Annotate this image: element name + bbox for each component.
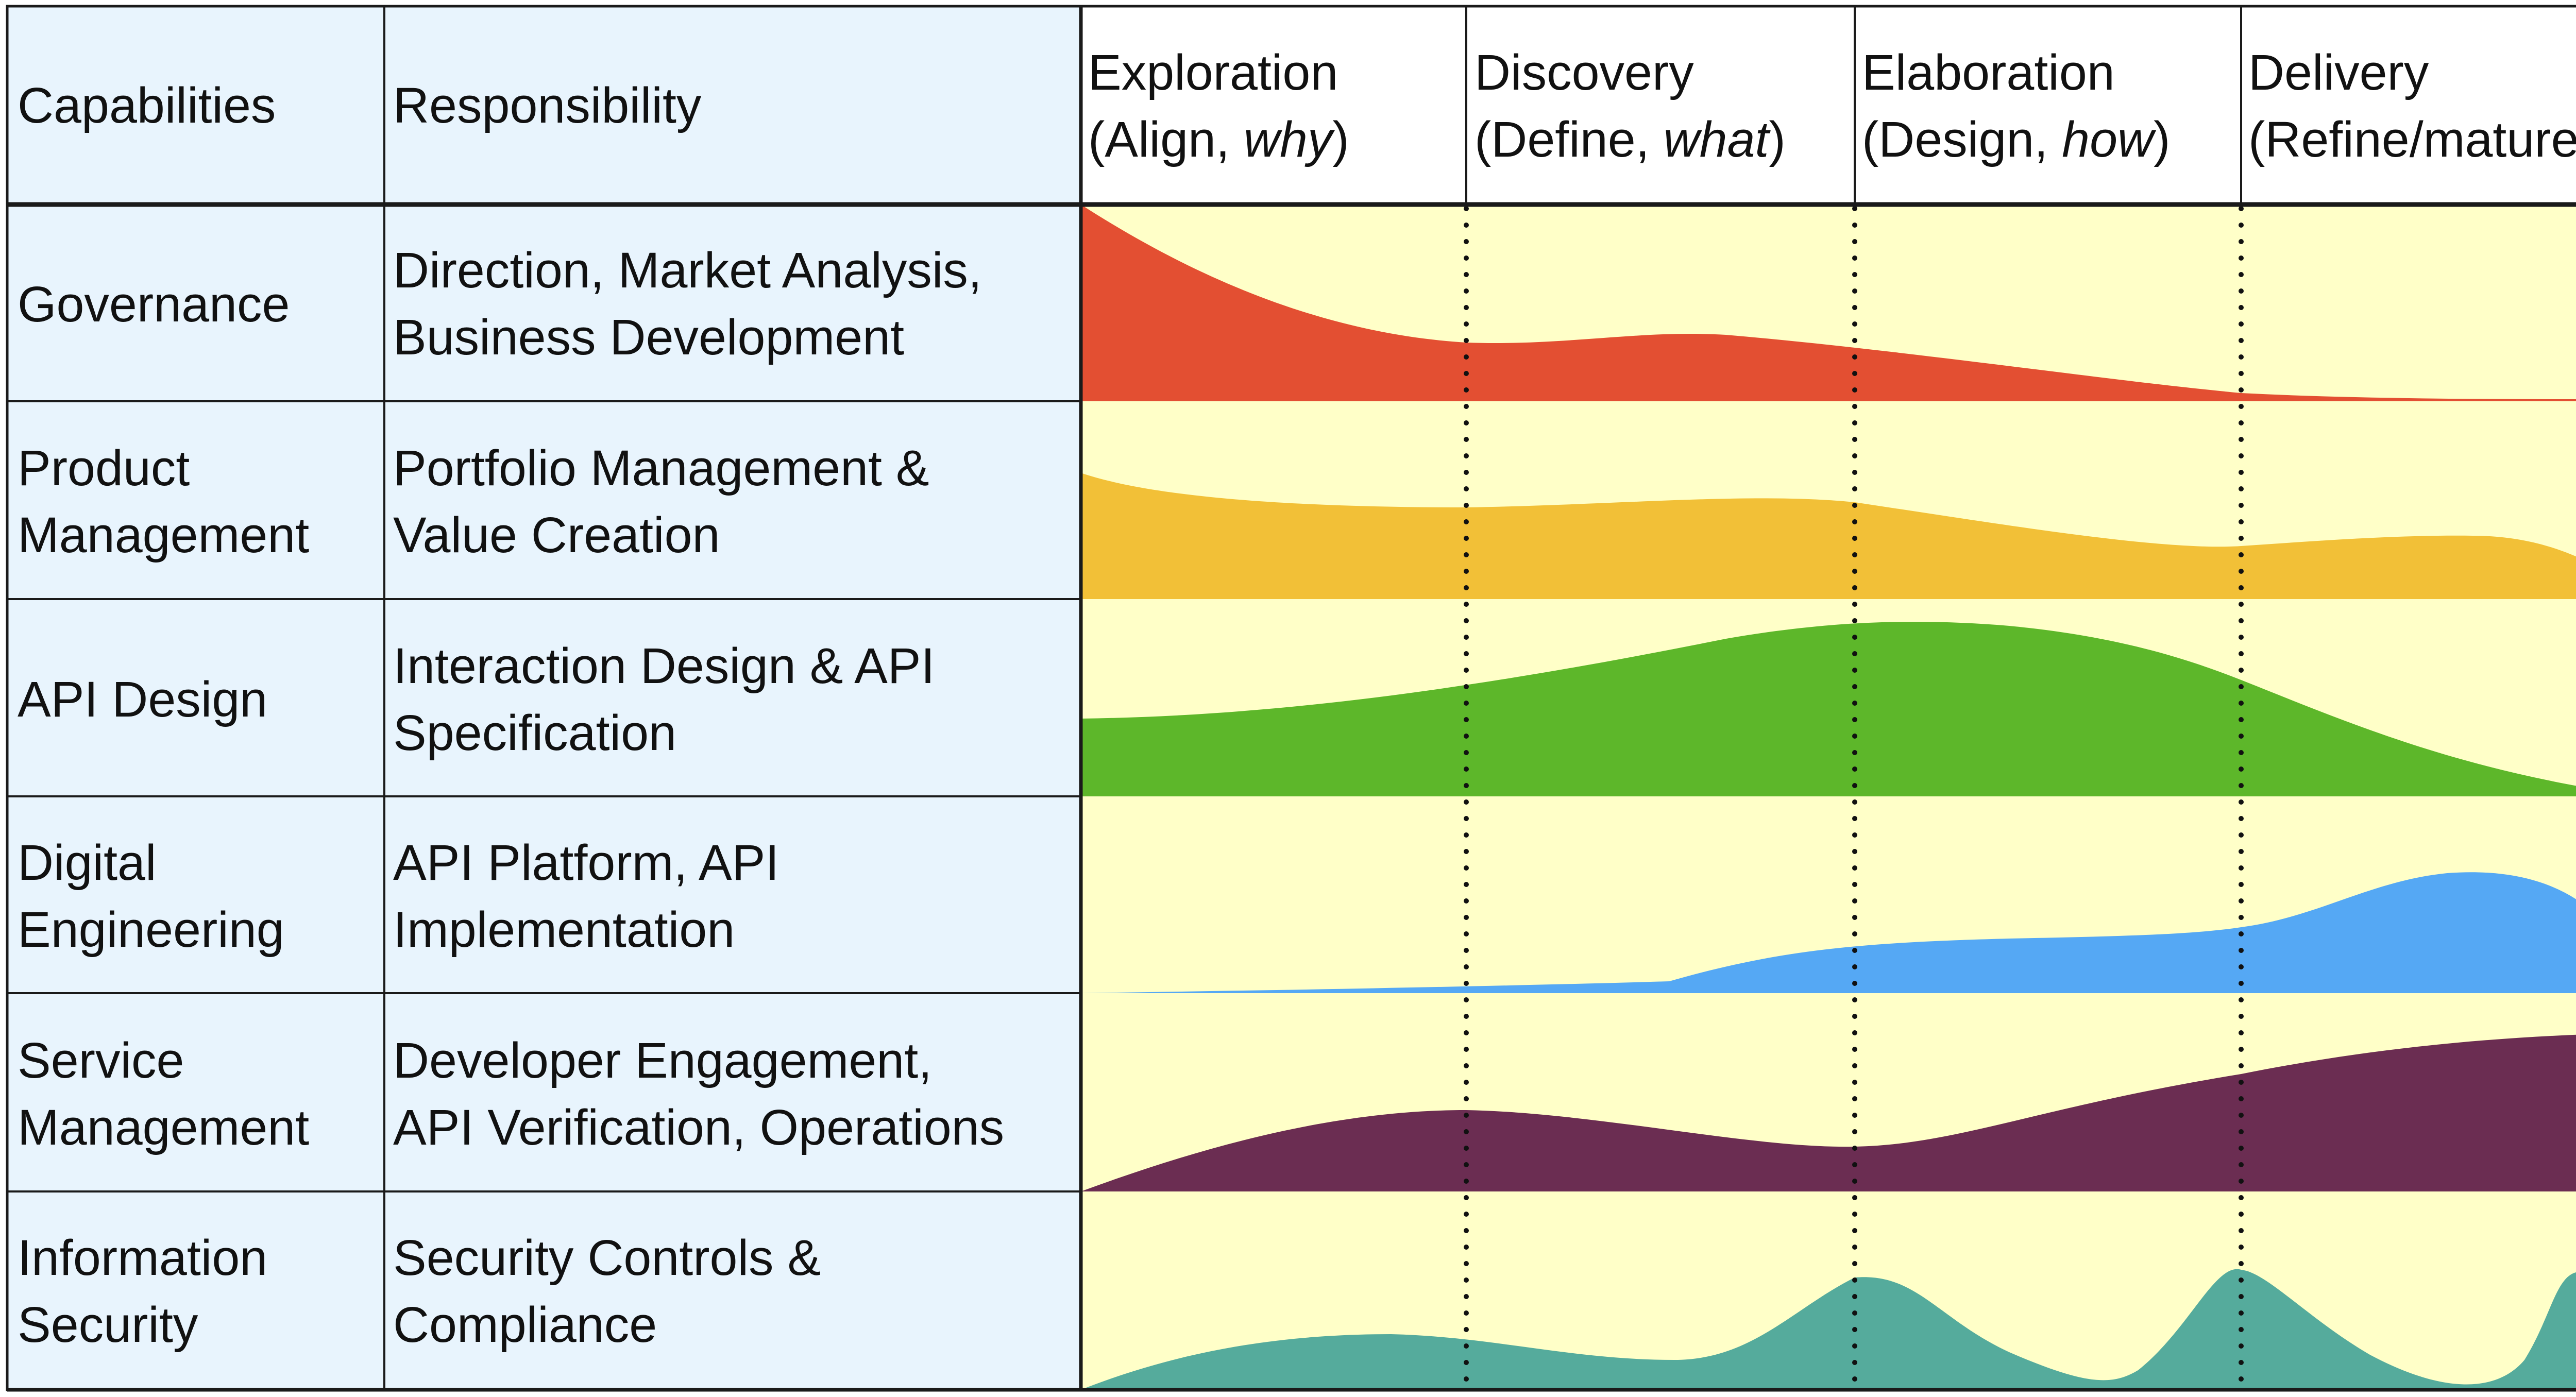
row-digital-engineering-capability-line2: Engineering [18, 901, 284, 958]
row-api-design-responsibility-line2: Specification [393, 705, 676, 761]
row-digital-engineering-responsibility-line1: API Platform, API [393, 834, 779, 891]
phase-delivery-title: Delivery [2248, 44, 2429, 100]
governance-curve [1081, 205, 2576, 401]
phase-delivery-subtitle: (Refine/mature) [2248, 111, 2576, 167]
service-management-curve [1081, 1034, 2576, 1191]
row-product-capability-line2: Management [18, 507, 309, 563]
row-information-security-responsibility-line2: Compliance [393, 1297, 657, 1353]
row-service-management-responsibility-line1: Developer Engagement, [393, 1032, 932, 1088]
table-grid [6, 5, 2576, 1392]
header-cell-capabilities [7, 6, 384, 205]
row-digital-engineering-responsibility-line2: Implementation [393, 901, 735, 958]
row-information-security-capability-line1: Information [18, 1230, 267, 1286]
row-information-security-responsibility-line1: Security Controls & [393, 1230, 821, 1286]
row-service-management-responsibility-line2: API Verification, Operations [393, 1099, 1004, 1155]
row-information-security-capability-line2: Security [18, 1297, 198, 1353]
phase-elaboration-subtitle: (Design, how) [1862, 111, 2170, 167]
row-governance-responsibility-line1: Direction, Market Analysis, [393, 242, 982, 298]
phase-exploration-subtitle: (Align, why) [1088, 111, 1349, 167]
row-product-capability-line1: Product [18, 440, 190, 496]
api-design-curve [1081, 622, 2576, 796]
phase-exploration-title: Exploration [1088, 44, 1338, 100]
row-api-design-capability: API Design [18, 671, 267, 727]
phase-discovery-subtitle: (Define, what) [1475, 111, 1786, 167]
chart-area-background [1081, 205, 2576, 1390]
row-service-management-capability-line2: Management [18, 1099, 309, 1155]
header-cell-phases [1081, 6, 2576, 205]
row-governance-responsibility-line2: Business Development [393, 309, 904, 365]
phase-elaboration-title: Elaboration [1862, 44, 2115, 100]
row-api-design-responsibility-line1: Interaction Design & API [393, 638, 935, 694]
product-management-curve [1081, 473, 2576, 599]
row-governance-capability: Governance [18, 276, 290, 332]
information-security-curve [1081, 1269, 2576, 1390]
header-cell-responsibility [384, 6, 1081, 205]
header-capabilities: Capabilities [18, 77, 276, 133]
row-product-responsibility-line1: Portfolio Management & [393, 440, 929, 496]
capability-curves [1081, 205, 2576, 1390]
header-responsibility: Responsibility [393, 77, 702, 133]
left-cells [7, 205, 1081, 1390]
phase-dividers [1464, 206, 2244, 1392]
row-service-management-capability-line1: Service [18, 1032, 184, 1088]
row-digital-engineering-capability-line1: Digital [18, 834, 157, 891]
phase-discovery-title: Discovery [1475, 44, 1694, 100]
row-product-responsibility-line2: Value Creation [393, 507, 720, 563]
digital-engineering-curve [1081, 872, 2576, 993]
